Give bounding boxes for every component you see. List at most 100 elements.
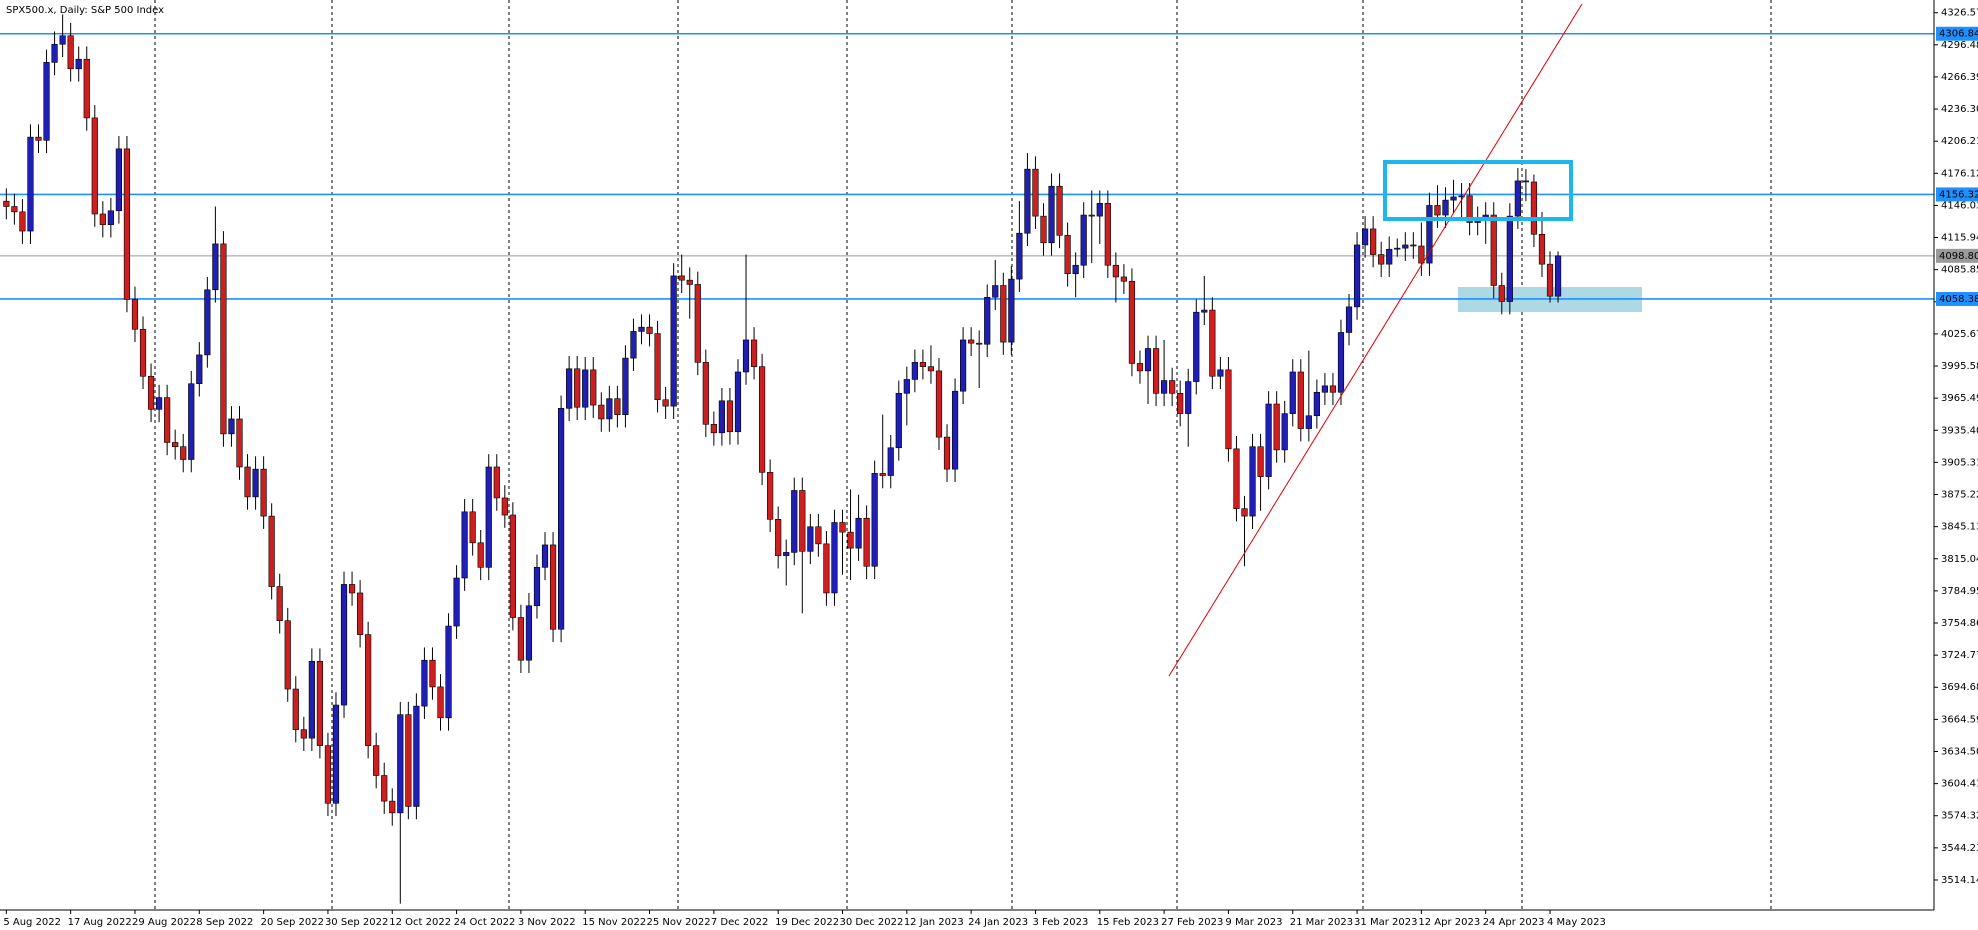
x-tick-label: 17 Aug 2022 <box>68 917 132 928</box>
candle-body <box>75 58 82 70</box>
candles-layer <box>3 14 1562 904</box>
y-tick-label: 3815.04 <box>1941 554 1978 565</box>
candle-body <box>501 497 508 516</box>
candle-body <box>871 473 878 567</box>
candle-body <box>1080 214 1087 266</box>
candle-body <box>11 206 18 213</box>
y-tick-label: 3724.77 <box>1941 650 1978 661</box>
y-tick-label: 3905.31 <box>1941 457 1978 468</box>
axis-layer: 4326.57 4296.48 4266.39 4236.30 4206.21 4176.… <box>3 8 1978 928</box>
candle-body <box>1402 244 1409 249</box>
candle-body <box>461 511 468 579</box>
x-tick-label: 8 Sep 2022 <box>196 917 253 928</box>
candle-body <box>1169 380 1176 394</box>
candle-body <box>59 35 66 45</box>
candle-body <box>911 362 918 380</box>
candle-body <box>879 473 886 476</box>
candle-body <box>1120 276 1127 282</box>
candle-body <box>509 514 516 618</box>
candle-body <box>1522 180 1529 183</box>
candle-body <box>485 466 492 568</box>
candle-body <box>1273 403 1280 451</box>
candle-body <box>1329 385 1337 393</box>
y-tick-label: 3784.95 <box>1941 586 1978 597</box>
candle-body <box>1088 214 1095 217</box>
candle-body <box>1458 195 1465 198</box>
candle-body <box>630 331 637 359</box>
x-tick-label: 7 Dec 2022 <box>711 917 769 928</box>
level-label-box <box>1936 187 1978 202</box>
candle-body <box>236 418 243 468</box>
candle-body <box>710 423 717 434</box>
candle-body <box>1321 385 1328 393</box>
x-tick-label: 5 Aug 2022 <box>3 917 61 928</box>
candle-body <box>1554 255 1562 297</box>
candle-body <box>718 400 725 434</box>
candle-body <box>365 634 372 746</box>
x-tick-label: 21 Mar 2023 <box>1290 917 1353 928</box>
candle-body <box>1217 369 1224 377</box>
candle-body <box>469 511 476 544</box>
candle-body <box>43 62 50 141</box>
candle-body <box>855 517 862 549</box>
candle-body <box>614 398 621 415</box>
candle-body <box>1040 215 1047 244</box>
candle-body <box>1104 203 1111 266</box>
candle-body <box>831 522 838 594</box>
candle-body <box>598 404 605 420</box>
candle-body <box>959 339 967 392</box>
candle-body <box>164 397 171 443</box>
candle-body <box>750 339 758 367</box>
candle-body <box>1000 285 1007 343</box>
candle-body <box>1337 332 1345 393</box>
chart-title: SPX500.x, Daily: S&P 500 Index <box>6 5 164 16</box>
y-tick-label: 3754.86 <box>1941 618 1978 629</box>
candle-body <box>453 577 460 627</box>
y-tick-label: 3604.41 <box>1941 779 1978 790</box>
y-tick-label: 4115.94 <box>1941 233 1978 244</box>
candle-body <box>662 399 669 407</box>
level-label-box <box>1936 291 1978 306</box>
y-tick-label: 4146.03 <box>1941 200 1978 211</box>
candle-body <box>188 383 195 460</box>
candle-body <box>1008 278 1015 343</box>
candle-body <box>775 519 782 556</box>
candle-body <box>27 136 34 232</box>
candle-body <box>887 447 894 476</box>
candle-body <box>517 617 524 661</box>
y-tick-label: 3574.32 <box>1941 811 1978 822</box>
candle-body <box>1370 228 1377 255</box>
candle-body <box>445 625 452 719</box>
candle-body <box>1016 232 1023 280</box>
candle-body <box>147 375 155 410</box>
candle-body <box>429 659 436 688</box>
candle-body <box>1257 446 1264 477</box>
candle-body <box>984 296 991 345</box>
candle-body <box>758 366 766 473</box>
x-tick-label: 19 Dec 2022 <box>775 917 839 928</box>
candle-body <box>1538 233 1546 265</box>
y-tick-label: 3514.14 <box>1941 875 1978 886</box>
candle-body <box>1056 185 1063 236</box>
candle-body <box>180 446 187 460</box>
x-tick-label: 25 Nov 2022 <box>647 917 711 928</box>
candle-body <box>622 357 629 415</box>
candle-body <box>767 472 774 520</box>
x-tick-label: 27 Feb 2023 <box>1161 917 1223 928</box>
candle-body <box>1410 244 1417 247</box>
candle-body <box>557 407 565 630</box>
level-label: 4156.32 <box>1939 189 1978 200</box>
candle-body <box>437 686 444 719</box>
price-label: 4098.80 <box>1939 251 1978 262</box>
price-label-box <box>1936 248 1978 263</box>
y-tick-label: 4266.39 <box>1941 72 1978 83</box>
candle-body <box>638 326 645 332</box>
candle-body <box>316 660 324 746</box>
candle-body <box>823 543 830 594</box>
candle-body <box>734 371 742 433</box>
candle-body <box>107 210 114 225</box>
candle-body <box>903 379 910 394</box>
candle-body <box>356 592 364 635</box>
